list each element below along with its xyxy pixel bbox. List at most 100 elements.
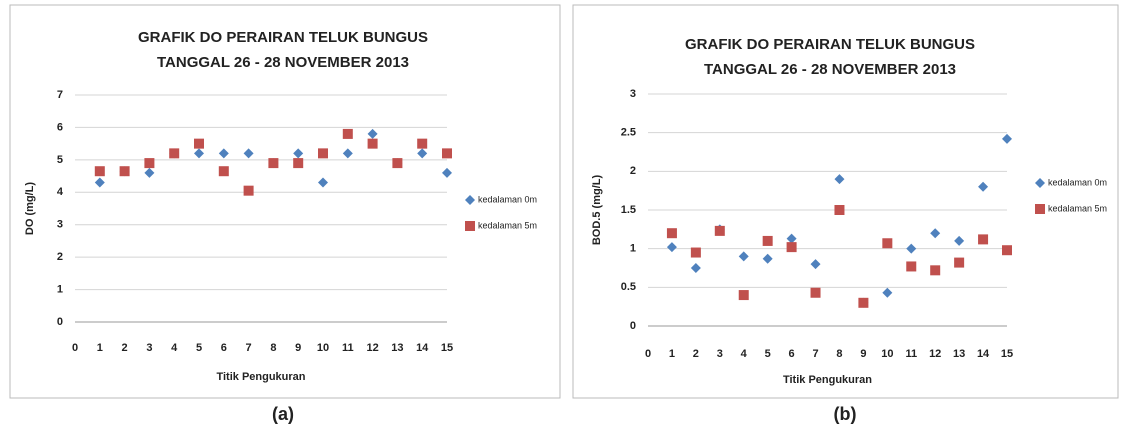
data-point	[738, 290, 749, 301]
x-tick-label: 3	[146, 342, 152, 354]
y-tick-label: 1.5	[621, 204, 636, 216]
y-tick-label: 0.5	[621, 281, 636, 293]
data-point	[442, 148, 452, 159]
x-tick-label: 4	[741, 348, 748, 360]
y-tick-label: 0	[57, 316, 63, 328]
x-tick-label: 12	[929, 348, 941, 360]
data-point	[810, 259, 821, 270]
chart-title: TANGGAL 26 - 28 NOVEMBER 2013	[157, 54, 409, 71]
y-tick-label: 1	[630, 243, 636, 255]
x-tick-label: 8	[836, 348, 842, 360]
data-point	[810, 287, 821, 298]
y-tick-label: 2	[57, 251, 63, 263]
caption: (a)	[272, 404, 294, 424]
y-tick-label: 2.5	[621, 127, 636, 139]
data-point	[882, 238, 893, 249]
data-point	[1002, 245, 1012, 256]
legend-label: kedalaman 0m	[478, 194, 537, 204]
y-tick-label: 4	[57, 186, 64, 198]
data-point	[954, 235, 965, 246]
y-tick-label: 3	[57, 219, 63, 231]
x-tick-label: 6	[789, 348, 795, 360]
panel-frame	[9, 4, 561, 399]
y-tick-label: 5	[57, 154, 63, 166]
x-axis-label: Titik Pengukuran	[216, 371, 305, 383]
legend-marker	[465, 195, 475, 205]
y-tick-label: 0	[630, 320, 636, 332]
data-point	[417, 138, 428, 149]
x-tick-label: 10	[881, 348, 893, 360]
chart-title: GRAFIK DO PERAIRAN TELUK BUNGUS	[685, 36, 975, 53]
data-point	[954, 257, 965, 268]
data-point	[119, 166, 130, 177]
legend-marker	[1035, 178, 1045, 188]
x-tick-label: 8	[270, 342, 276, 354]
x-tick-label: 10	[317, 342, 329, 354]
data-point	[666, 242, 677, 253]
data-point	[930, 265, 941, 276]
data-point	[243, 148, 254, 159]
y-tick-label: 1	[57, 283, 63, 295]
y-tick-label: 7	[57, 89, 63, 101]
x-tick-label: 9	[295, 342, 301, 354]
x-tick-label: 1	[97, 342, 103, 354]
data-point	[1002, 133, 1012, 144]
data-point	[906, 243, 917, 254]
x-tick-label: 7	[246, 342, 252, 354]
data-point	[367, 128, 378, 139]
chart-title: TANGGAL 26 - 28 NOVEMBER 2013	[704, 61, 956, 78]
data-point	[762, 253, 773, 264]
data-point	[417, 148, 428, 159]
x-tick-label: 13	[391, 342, 403, 354]
data-point	[786, 233, 797, 244]
data-point	[367, 138, 378, 149]
data-point	[194, 138, 204, 149]
data-point	[342, 128, 353, 139]
chart-title: GRAFIK DO PERAIRAN TELUK BUNGUS	[138, 29, 428, 46]
data-point	[930, 228, 941, 239]
legend-label: kedalaman 5m	[1048, 203, 1107, 213]
data-point	[218, 148, 229, 159]
x-tick-label: 6	[221, 342, 227, 354]
data-point	[882, 287, 893, 298]
panel-frame	[572, 4, 1119, 399]
x-tick-label: 7	[812, 348, 818, 360]
data-point	[666, 228, 677, 239]
data-point	[94, 166, 105, 177]
data-point	[834, 174, 845, 185]
y-axis-label: DO (mg/L)	[24, 182, 36, 235]
data-point	[318, 177, 328, 188]
data-point	[243, 185, 254, 196]
x-tick-label: 4	[171, 342, 178, 354]
data-point	[293, 148, 304, 159]
data-point	[342, 148, 353, 159]
data-point	[714, 225, 725, 236]
legend-marker	[465, 221, 475, 231]
data-point	[318, 148, 328, 159]
x-tick-label: 14	[977, 348, 990, 360]
x-tick-label: 5	[196, 342, 202, 354]
x-tick-label: 2	[122, 342, 128, 354]
x-tick-label: 11	[342, 342, 354, 354]
data-point	[442, 167, 452, 178]
data-point	[690, 263, 701, 273]
x-tick-label: 0	[72, 342, 78, 354]
y-tick-label: 6	[57, 121, 63, 133]
x-axis-label: Titik Pengukuran	[783, 374, 872, 386]
y-tick-label: 3	[630, 88, 636, 100]
x-tick-label: 12	[366, 342, 378, 354]
data-point	[144, 167, 155, 178]
legend-label: kedalaman 0m	[1048, 177, 1107, 187]
data-point	[218, 166, 229, 177]
x-tick-label: 2	[693, 348, 699, 360]
data-point	[268, 158, 279, 169]
data-point	[690, 247, 701, 258]
data-point	[978, 181, 989, 192]
x-tick-label: 3	[717, 348, 723, 360]
data-point	[194, 148, 204, 159]
data-point	[762, 235, 773, 246]
x-tick-label: 14	[416, 342, 429, 354]
y-axis-label: BOD.5 (mg/L)	[591, 175, 603, 246]
x-tick-label: 13	[953, 348, 965, 360]
